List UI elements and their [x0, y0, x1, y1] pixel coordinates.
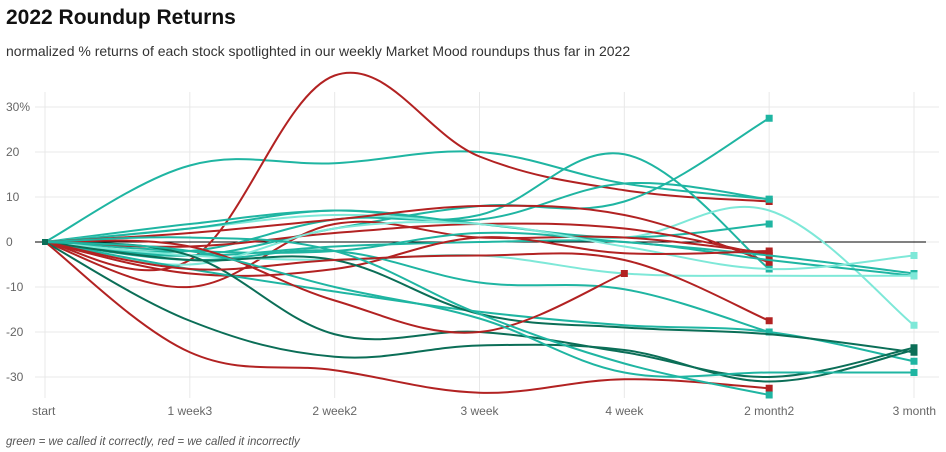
series-end-point	[910, 252, 918, 259]
series-end-point	[910, 369, 918, 376]
x-tick-label: 3 week	[460, 404, 499, 418]
tick-layer: 30% 20 10 0 -10 -20 -30 start 1 week3 2 week2 3 we…	[6, 100, 936, 418]
series-end-point	[765, 258, 773, 266]
chart-subtitle: normalized % returns of each stock spotl…	[6, 43, 631, 59]
series-end-point	[765, 391, 773, 399]
series-end-point	[910, 357, 918, 365]
x-tick-label: 2 month2	[744, 404, 794, 418]
series-line	[44, 221, 915, 271]
series-line	[44, 241, 771, 322]
series-end-point	[765, 195, 773, 203]
series-line	[44, 241, 915, 378]
y-tick-label: 10	[6, 190, 20, 204]
series-line	[44, 209, 771, 243]
series-line	[44, 150, 771, 243]
series-end-point	[765, 114, 773, 122]
series-end-point	[620, 270, 628, 277]
chart-title: 2022 Roundup Returns	[6, 6, 236, 29]
series-end-point	[765, 384, 773, 392]
y-tick-label: -20	[6, 325, 24, 339]
series-line	[44, 220, 771, 289]
series-line	[44, 71, 771, 272]
x-tick-label: 4 week	[605, 404, 644, 418]
chart-footnote: green = we called it correctly, red = we…	[6, 436, 300, 448]
series-start-point	[42, 239, 48, 245]
x-tick-label: 1 week3	[167, 404, 212, 418]
series-end-point	[910, 321, 918, 329]
y-tick-label: -10	[6, 280, 24, 294]
series-24	[42, 236, 773, 399]
y-tick-label: 0	[6, 235, 13, 249]
y-tick-label: 20	[6, 145, 20, 159]
series-line	[44, 236, 771, 396]
series-line	[44, 236, 771, 277]
x-tick-label: 2 week2	[312, 404, 357, 418]
series-line	[44, 204, 771, 264]
series-end-point	[910, 346, 918, 354]
series-line	[44, 222, 771, 257]
series-0	[42, 150, 773, 245]
series-end-point	[765, 317, 773, 325]
x-tick-label: start	[32, 404, 56, 418]
series-end-point	[910, 272, 918, 280]
series-layer	[42, 71, 918, 399]
series-line	[44, 241, 915, 383]
grid-layer	[35, 92, 939, 398]
x-tick-label: 3 month	[893, 404, 936, 418]
y-tick-label: -30	[6, 370, 24, 384]
series-line	[44, 241, 771, 394]
y-tick-label: 30%	[6, 100, 30, 114]
series-end-point	[765, 220, 773, 228]
series-end-point	[765, 247, 773, 255]
series-line	[44, 239, 626, 334]
